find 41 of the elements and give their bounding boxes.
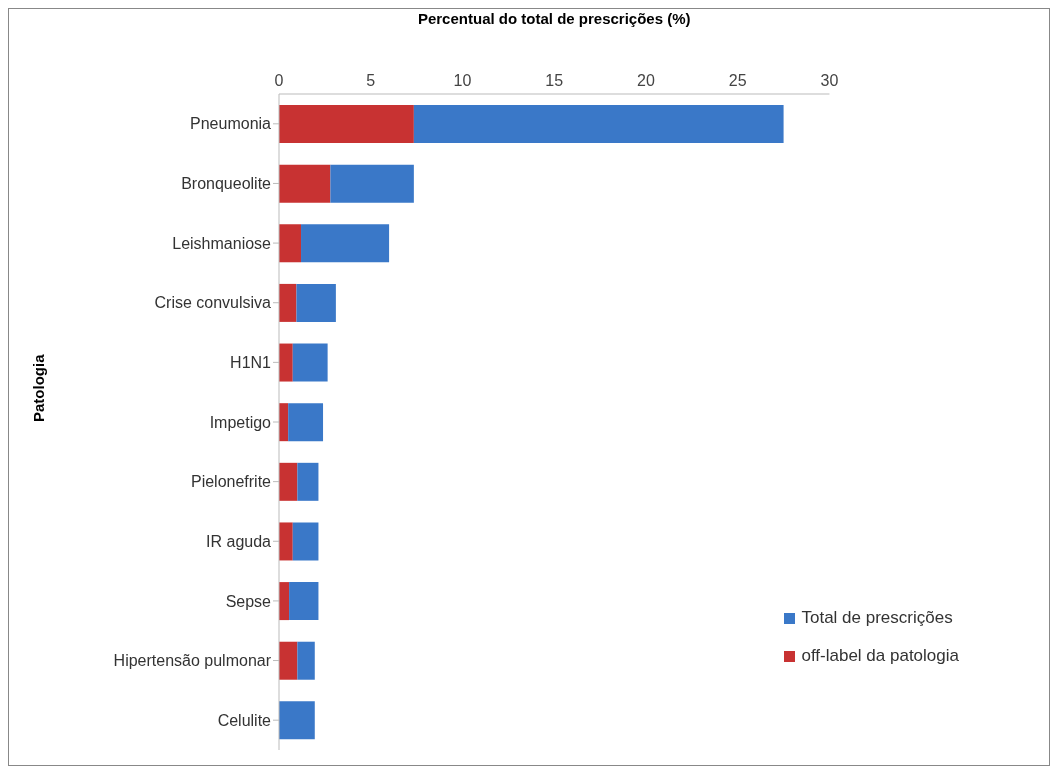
y-tick-label: Impetigo: [209, 413, 272, 431]
x-tick-label: 30: [820, 72, 839, 89]
x-tick-label: 20: [637, 72, 655, 89]
bar: [279, 522, 293, 561]
x-tick-label: 15: [545, 72, 564, 89]
bar: [289, 582, 319, 621]
bar: [279, 224, 302, 263]
y-axis-title: Patologia: [30, 353, 48, 422]
y-tick-label: Bronqueolite: [181, 175, 272, 193]
bar: [279, 701, 315, 740]
bar: [288, 403, 324, 442]
bar: [297, 641, 315, 680]
x-tick-label: 0: [274, 72, 284, 89]
bar: [301, 224, 390, 263]
y-tick-label: Pielonefrite: [190, 473, 272, 491]
bar: [297, 462, 319, 501]
legend-label: Total de prescrições: [801, 608, 953, 628]
bar: [279, 283, 297, 322]
bar: [413, 105, 784, 143]
bar: [279, 343, 293, 382]
x-tick-label: 5: [366, 72, 376, 89]
y-tick-label: Sepse: [225, 592, 272, 610]
y-tick-label: H1N1: [230, 354, 272, 372]
x-tick-label: 10: [453, 72, 472, 89]
bar: [296, 283, 336, 322]
legend-label: off-label da patologia: [801, 646, 959, 666]
y-tick-label: Pneumonia: [190, 115, 272, 133]
bar: [292, 522, 319, 561]
x-tick-label: 25: [728, 72, 747, 89]
bar: [292, 343, 328, 382]
x-axis-title: Percentual do total de prescrições (%): [417, 10, 691, 27]
bar: [279, 164, 331, 203]
y-tick-label: Crise convulsiva: [154, 294, 272, 312]
bar: [330, 164, 414, 203]
bar: [279, 105, 414, 143]
y-tick-label: Hipertensão pulmonar: [113, 652, 272, 670]
bar: [279, 641, 298, 680]
y-tick-label: Celulite: [217, 711, 272, 729]
y-tick-label: Leishmaniose: [172, 234, 272, 252]
y-tick-label: IR aguda: [206, 532, 272, 550]
bar: [279, 462, 298, 501]
